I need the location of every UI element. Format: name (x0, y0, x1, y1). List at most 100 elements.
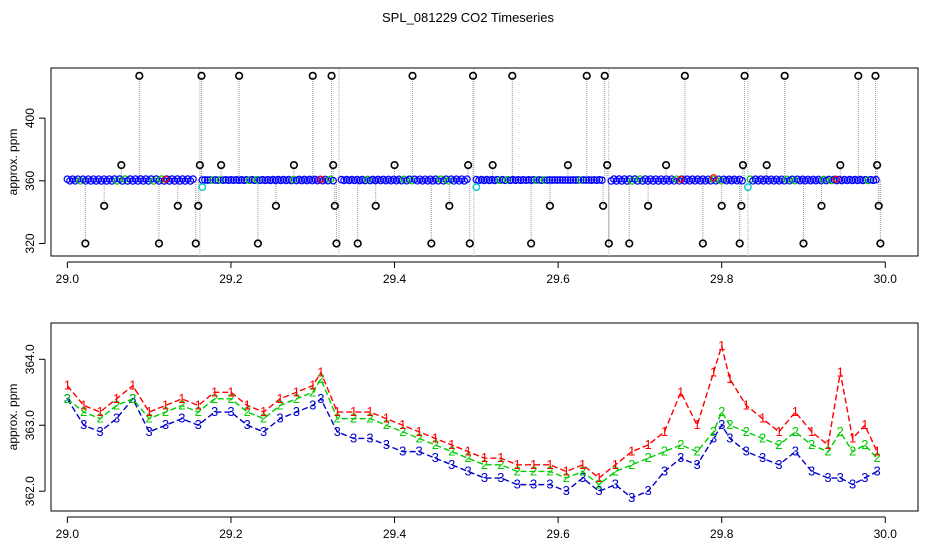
series-2-point: 2 (334, 411, 341, 426)
outlier-point (874, 201, 883, 210)
series-3-point: 3 (497, 470, 504, 485)
outlier-point (330, 201, 339, 210)
outlier-point (799, 239, 808, 248)
series-1-point: 1 (546, 457, 553, 472)
series-2-point: 2 (644, 450, 651, 465)
outlier-point (464, 161, 473, 170)
series-1-point: 1 (718, 338, 725, 353)
series-3-point: 3 (628, 490, 635, 505)
series-1-point: 1 (873, 444, 880, 459)
red-point (317, 175, 325, 183)
bottom-x-tick-label: 30.0 (874, 527, 898, 540)
series-3-point: 3 (465, 463, 472, 478)
series-1-point: 1 (113, 391, 120, 406)
baseline-point (561, 176, 570, 184)
bottom-x-tick-label: 29.4 (383, 527, 407, 540)
outlier-point (871, 71, 880, 80)
series-2-point: 2 (612, 463, 619, 478)
top-x-tick-label: 29.4 (383, 272, 407, 286)
outlier-point (643, 201, 653, 210)
series-1-point: 1 (481, 450, 488, 465)
series-2-point: 2 (309, 384, 316, 399)
outlier-point (717, 201, 726, 210)
outlier-point (527, 239, 536, 248)
series-3-point: 3 (849, 477, 856, 492)
cyan-point (198, 183, 207, 191)
series-2-point: 2 (80, 404, 87, 419)
red-point (709, 174, 718, 182)
series-1-point: 1 (465, 444, 472, 459)
series-2-point: 2 (481, 457, 488, 472)
series-3-point: 3 (129, 391, 136, 406)
series-2-point: 2 (546, 463, 553, 478)
series-1-point: 1 (366, 404, 373, 419)
series-3-point: 3 (644, 483, 651, 498)
baseline-point (738, 176, 746, 185)
series-3-point: 3 (276, 411, 283, 426)
outlier-point (780, 71, 789, 80)
baseline-point (587, 176, 596, 184)
series-1-point: 1 (350, 404, 357, 419)
outlier-point (876, 239, 885, 248)
series-1-point: 1 (162, 397, 169, 412)
baseline-point (216, 176, 225, 184)
baseline-point (569, 176, 577, 184)
baseline-point (585, 176, 593, 184)
series-2-point: 2 (628, 457, 635, 472)
series-3-point: 3 (546, 477, 553, 492)
series-1-point: 1 (293, 384, 300, 399)
outlier-point (408, 71, 417, 80)
baseline-point (203, 176, 212, 184)
series-1-point: 1 (276, 391, 283, 406)
series-1-point: 1 (211, 384, 218, 399)
baseline-point (537, 176, 546, 184)
series-3-point: 3 (694, 457, 701, 472)
baseline-point (222, 176, 230, 184)
cyan-point (472, 183, 481, 191)
outlier-point (836, 161, 845, 170)
outlier-point (735, 239, 744, 248)
bottom-y-tick-label: 362.0 (23, 476, 37, 506)
red-point (161, 175, 170, 183)
baseline-point (219, 176, 228, 184)
series-3-point: 3 (530, 477, 537, 492)
outlier-point (81, 239, 90, 248)
outlier-point (427, 239, 436, 248)
baseline-point (208, 176, 217, 184)
baseline-point (548, 176, 557, 184)
series-3-point: 3 (481, 470, 488, 485)
outlier-point (329, 161, 338, 170)
top-y-tick-label: 400 (23, 108, 37, 128)
series-3-point: 3 (211, 404, 218, 419)
series-1-point: 1 (808, 424, 815, 439)
red-point (677, 175, 685, 183)
outlier-point (468, 71, 478, 80)
series-1-point: 1 (334, 404, 341, 419)
bottom-y-tick-label: 363.0 (23, 410, 37, 440)
series-3-point: 3 (824, 470, 831, 485)
baseline-point (206, 176, 214, 184)
series-2-point: 2 (873, 450, 880, 465)
series-2-point: 2 (595, 477, 602, 492)
outlier-point (271, 201, 281, 210)
series-3-point: 3 (162, 417, 169, 432)
outlier-point (740, 71, 749, 80)
baseline-point (566, 176, 575, 184)
series-2-point: 2 (514, 463, 521, 478)
series-3-point: 3 (366, 430, 373, 445)
baseline-point (551, 176, 559, 184)
outlier-point (563, 161, 573, 170)
baseline-point (582, 176, 591, 184)
baseline-point (229, 176, 238, 185)
series-3-point: 3 (448, 457, 455, 472)
series-2-point: 2 (579, 463, 586, 478)
outlier-point (217, 161, 226, 170)
series-3-point: 3 (293, 404, 300, 419)
series-1-point: 1 (644, 437, 651, 452)
series-2-point: 2 (195, 404, 202, 419)
series-3-point: 3 (759, 450, 766, 465)
bottom-x-tick-label: 29.6 (546, 527, 570, 540)
baseline-point (872, 175, 880, 184)
top-plot-frame (50, 67, 919, 257)
